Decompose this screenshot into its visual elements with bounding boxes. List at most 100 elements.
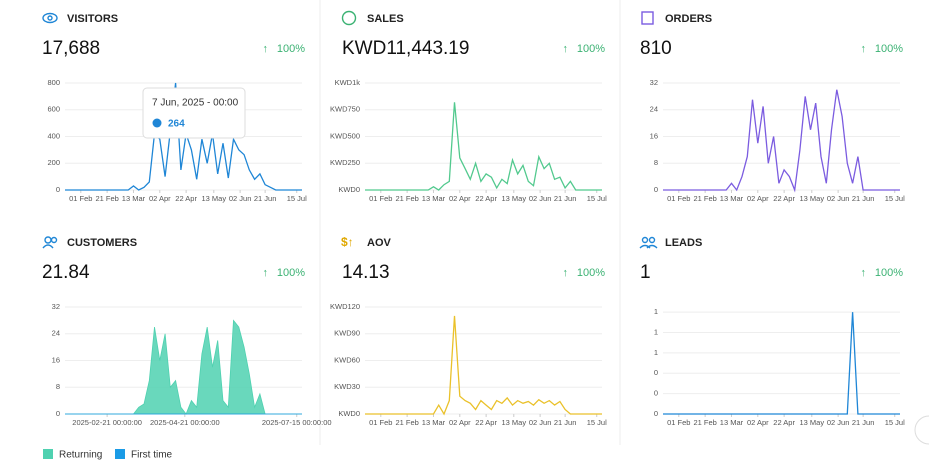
x-tick-label: 01 Feb xyxy=(667,418,690,427)
change-arrow: ↑ xyxy=(563,267,569,279)
y-tick-label: 800 xyxy=(47,78,60,87)
legend-swatch xyxy=(115,449,125,459)
card-title: LEADS xyxy=(665,237,702,249)
x-tick-label: 13 Mar xyxy=(122,194,146,203)
metric-value: 17,688 xyxy=(42,38,100,59)
x-tick-label: 21 Jun xyxy=(554,194,577,203)
change-value: 100% xyxy=(277,267,305,279)
x-tick-label: 2025-07-15 00:00:00 xyxy=(262,418,332,427)
metric-value: 21.84 xyxy=(42,262,90,283)
x-tick-label: 22 Apr xyxy=(773,418,795,427)
metric-value: 14.13 xyxy=(342,262,390,283)
change-value: 100% xyxy=(875,43,903,55)
y-tick-label: KWD30 xyxy=(334,382,360,391)
y-tick-label: 0 xyxy=(56,185,60,194)
x-tick-label: 13 Mar xyxy=(422,418,446,427)
line xyxy=(65,82,302,191)
tooltip-box xyxy=(142,87,246,139)
x-tick-label: 21 Jun xyxy=(554,418,577,427)
metric-value: 1 xyxy=(640,262,651,283)
x-tick-label: 21 Feb xyxy=(395,418,418,427)
x-tick-label: 13 May xyxy=(501,418,526,427)
y-tick-label: 0 xyxy=(56,409,60,418)
metric-value: KWD11,443.19 xyxy=(342,38,469,59)
x-tick-label: 21 Jun xyxy=(852,418,875,427)
x-tick-label: 02 Apr xyxy=(449,194,471,203)
y-tick-label: KWD120 xyxy=(330,302,360,311)
card-title: ORDERS xyxy=(665,13,712,25)
side-button[interactable] xyxy=(914,415,929,445)
change-arrow: ↑ xyxy=(861,43,867,55)
x-tick-label: 22 Apr xyxy=(773,194,795,203)
card-title: AOV xyxy=(367,237,392,249)
x-tick-label: 22 Apr xyxy=(475,418,497,427)
tooltip-value: 264 xyxy=(168,119,185,130)
x-tick-label: 2025-02-21 00:00:00 xyxy=(72,418,142,427)
x-tick-label: 02 Apr xyxy=(149,194,171,203)
icon-customers xyxy=(42,236,58,249)
y-tick-label: KWD0 xyxy=(338,409,360,418)
icon-orders xyxy=(641,11,654,25)
x-tick-label: 02 Jun xyxy=(827,194,850,203)
y-tick-label: KWD250 xyxy=(330,158,360,167)
y-tick-label: 0 xyxy=(654,368,658,377)
y-tick-label: 0 xyxy=(654,389,658,398)
change-arrow: ↑ xyxy=(263,43,269,55)
x-tick-label: 13 May xyxy=(799,418,824,427)
x-tick-label: 13 May xyxy=(501,194,526,203)
x-tick-label: 21 Feb xyxy=(693,194,716,203)
change-arrow: ↑ xyxy=(263,267,269,279)
line xyxy=(365,315,602,416)
x-tick-label: 15 Jul xyxy=(287,194,307,203)
y-tick-label: 1 xyxy=(654,348,658,357)
x-tick-label: 22 Apr xyxy=(175,194,197,203)
change-arrow: ↑ xyxy=(861,267,867,279)
card-title: CUSTOMERS xyxy=(67,237,137,249)
x-tick-label: 02 Apr xyxy=(747,418,769,427)
line xyxy=(663,312,900,415)
y-tick-label: 400 xyxy=(47,131,60,140)
y-tick-label: 8 xyxy=(56,382,60,391)
x-tick-label: 01 Feb xyxy=(369,418,392,427)
y-tick-label: 32 xyxy=(52,302,60,311)
x-tick-label: 21 Feb xyxy=(693,418,716,427)
y-tick-label: KWD750 xyxy=(330,105,360,114)
x-tick-label: 21 Feb xyxy=(95,194,118,203)
icon-sales xyxy=(341,10,357,26)
change-value: 100% xyxy=(577,267,605,279)
x-tick-label: 13 Mar xyxy=(422,194,446,203)
y-tick-label: KWD500 xyxy=(330,131,360,140)
card-title: VISITORS xyxy=(67,13,118,25)
y-tick-label: KWD0 xyxy=(338,185,360,194)
change-value: 100% xyxy=(875,267,903,279)
x-tick-label: 01 Feb xyxy=(369,194,392,203)
icon-visitors xyxy=(42,12,58,24)
x-tick-label: 21 Jun xyxy=(254,194,277,203)
change-value: 100% xyxy=(277,43,305,55)
x-tick-label: 15 Jul xyxy=(885,418,905,427)
y-tick-label: 0 xyxy=(654,409,658,418)
y-tick-label: 8 xyxy=(654,158,658,167)
y-tick-label: 24 xyxy=(52,329,60,338)
x-tick-label: 02 Jun xyxy=(529,418,552,427)
card-title: SALES xyxy=(367,13,404,25)
x-tick-label: 02 Jun xyxy=(529,194,552,203)
icon-aov: $↑ xyxy=(341,235,354,249)
x-tick-label: 13 May xyxy=(799,194,824,203)
tooltip-title: 7 Jun, 2025 - 00:00 xyxy=(152,98,239,109)
x-tick-label: 13 Mar xyxy=(720,194,744,203)
y-tick-label: 24 xyxy=(650,105,658,114)
x-tick-label: 02 Apr xyxy=(747,194,769,203)
x-tick-label: 02 Jun xyxy=(827,418,850,427)
change-arrow: ↑ xyxy=(563,43,569,55)
y-tick-label: 0 xyxy=(654,185,658,194)
x-tick-label: 15 Jul xyxy=(587,418,607,427)
x-tick-label: 22 Apr xyxy=(475,194,497,203)
x-tick-label: 15 Jul xyxy=(885,194,905,203)
legend-label: First time xyxy=(131,450,173,461)
legend-swatch xyxy=(43,449,53,459)
x-tick-label: 02 Apr xyxy=(449,418,471,427)
legend-label: Returning xyxy=(59,450,102,461)
